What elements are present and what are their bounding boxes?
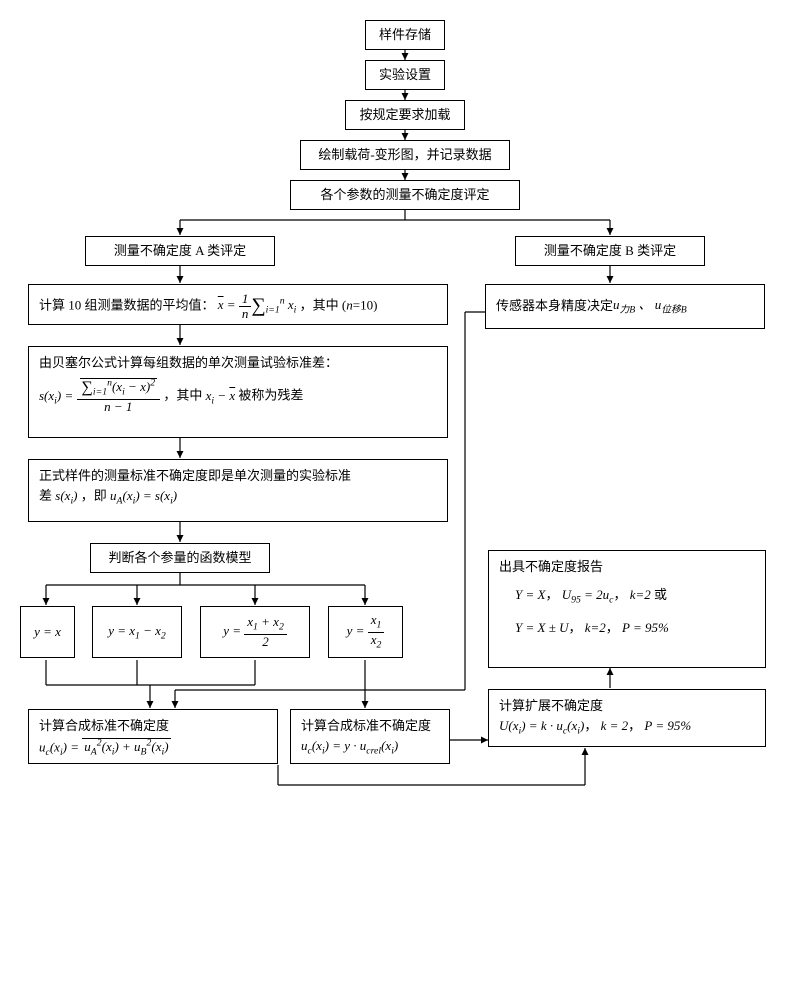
formula: y = x	[34, 622, 61, 642]
label: 样件存储	[379, 27, 431, 42]
flowchart-canvas: 样件存储 实验设置 按规定要求加载 绘制载荷-变形图，并记录数据 各个参数的测量…	[10, 20, 781, 980]
text: k=2	[585, 620, 606, 635]
formula-ua: uA(xi) = s(xi)	[110, 488, 177, 503]
text: ，其中	[163, 388, 205, 403]
text: ，	[584, 718, 597, 733]
text: 被称为残差	[235, 388, 303, 403]
label: 按规定要求加载	[359, 107, 450, 122]
text: 计算 10 组测量数据的平均值：	[39, 297, 215, 312]
node-mean: 计算 10 组测量数据的平均值： x = 1n∑i=1n xi ，其中 (n=1…	[28, 284, 448, 325]
text: Y = X	[515, 587, 545, 602]
text: Y = X ± U	[515, 620, 568, 635]
text: k=2	[630, 587, 651, 602]
text: ，	[613, 587, 626, 602]
node-type-a: 测量不确定度 A 类评定	[85, 236, 275, 266]
node-combined-right: 计算合成标准不确定度 uc(xi) = y · ucrel(xi)	[290, 709, 450, 764]
text: 传感器本身精度决定	[496, 296, 613, 316]
text: 计算合成标准不确定度	[301, 716, 439, 736]
text: 出具不确定度报告	[499, 557, 755, 577]
text: ，	[545, 587, 558, 602]
node-expanded: 计算扩展不确定度 U(xi) = k · uc(xi)， k = 2， P = …	[488, 689, 766, 747]
text: 正式样件的测量标准不确定度即是单次测量的实验标准	[39, 466, 437, 486]
text: =10)	[353, 297, 378, 312]
formula-mean: x = 1n∑i=1n xi	[218, 297, 300, 312]
formula-residual: xi − x	[206, 388, 236, 403]
text: k = 2	[601, 718, 629, 733]
node-judge-model: 判断各个参量的函数模型	[90, 543, 270, 573]
node-fn-yx: y = x	[20, 606, 75, 658]
formula: y = x1 + x22	[223, 615, 287, 649]
node-report: 出具不确定度报告 Y = X， U95 = 2uc， k=2 或 Y = X ±…	[488, 550, 766, 668]
formula: u力B 、 u位移B	[613, 295, 687, 318]
label: 判断各个参量的函数模型	[108, 550, 251, 565]
text: 或	[654, 587, 667, 602]
text: ，其中 (	[300, 297, 347, 312]
text: 由贝塞尔公式计算每组数据的单次测量试验标准差：	[39, 353, 437, 373]
text: 计算扩展不确定度	[499, 696, 755, 716]
text: ，	[628, 718, 641, 733]
node-type-b: 测量不确定度 B 类评定	[515, 236, 705, 266]
node-load-per-spec: 按规定要求加载	[345, 100, 465, 130]
node-combined-left: 计算合成标准不确定度 uc(xi) = uA2(xi) + uB2(xi)	[28, 709, 278, 764]
node-plot-record: 绘制载荷-变形图，并记录数据	[300, 140, 510, 170]
text: ，	[568, 620, 581, 635]
node-fn-avg: y = x1 + x22	[200, 606, 310, 658]
formula: y = x1x2	[347, 613, 385, 651]
text: 计算合成标准不确定度	[39, 716, 267, 736]
node-sensor: 传感器本身精度决定 u力B 、 u位移B	[485, 284, 765, 329]
text: ，	[606, 620, 619, 635]
node-experiment-setup: 实验设置	[365, 60, 445, 90]
node-eval-uncert: 各个参数的测量不确定度评定	[290, 180, 520, 210]
label: 绘制载荷-变形图，并记录数据	[318, 147, 491, 162]
node-fn-ratio: y = x1x2	[328, 606, 403, 658]
formula-sxi: s(xi)	[55, 488, 77, 503]
label: 测量不确定度 B 类评定	[544, 243, 676, 258]
text: 差	[39, 488, 55, 503]
formula: uc(xi) = uA2(xi) + uB2(xi)	[39, 736, 267, 760]
text: ，即	[81, 488, 110, 503]
node-bessel: 由贝塞尔公式计算每组数据的单次测量试验标准差： s(xi) = ∑i=1n(xi…	[28, 346, 448, 438]
formula: y = x1 − x2	[108, 621, 166, 644]
label: 各个参数的测量不确定度评定	[320, 187, 489, 202]
formula: U95 = 2uc	[562, 587, 614, 602]
formula: uc(xi) = y · ucrel(xi)	[301, 736, 439, 759]
node-ua-equals-s: 正式样件的测量标准不确定度即是单次测量的实验标准 差 s(xi) ，即 uA(x…	[28, 459, 448, 522]
formula-bessel: s(xi) = ∑i=1n(xi − x)2 n − 1	[39, 388, 163, 403]
label: 实验设置	[379, 67, 431, 82]
node-sample-storage: 样件存储	[365, 20, 445, 50]
label: 测量不确定度 A 类评定	[114, 243, 246, 258]
text: P = 95%	[622, 620, 669, 635]
text: P = 95%	[644, 718, 691, 733]
node-fn-diff: y = x1 − x2	[92, 606, 182, 658]
formula: U(xi) = k · uc(xi)	[499, 718, 584, 733]
